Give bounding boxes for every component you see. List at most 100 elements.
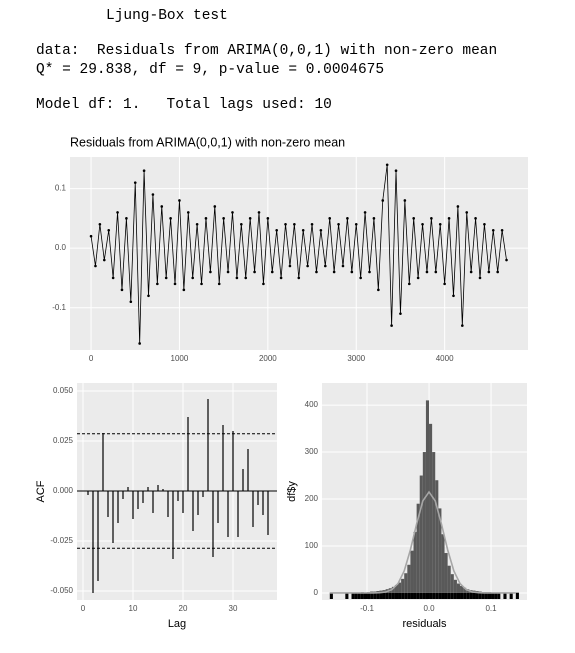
rug-mark [481,593,485,599]
series-point [279,276,283,280]
hist-bar [453,579,457,593]
y-tick-label: 0.000 [53,486,74,495]
series-point [182,288,186,292]
y-tick-label: 400 [305,400,319,409]
series-point [323,264,327,268]
series-point [160,205,164,208]
rug-mark [515,593,519,599]
x-tick-label: 0.0 [423,604,435,613]
hist-bar [401,578,405,593]
rug-mark [503,593,507,599]
series-point [178,199,181,202]
hist-bar [398,582,402,593]
rug-mark [478,593,482,599]
series-point [407,282,411,286]
series-point [293,223,296,226]
series-point [173,282,177,286]
rug-mark [432,593,436,599]
series-point [222,217,225,220]
series-point [430,217,433,220]
series-point [116,211,119,214]
rug-mark [329,593,333,599]
series-point [377,288,380,292]
rug-mark [410,593,414,599]
console-line: Ljung-Box test [106,8,228,24]
series-point [394,169,398,173]
series-point [328,217,332,220]
hist-bar [419,475,423,593]
series-point [169,217,172,220]
rug-mark [363,593,368,599]
rug-mark [447,593,451,599]
series-point [200,282,203,286]
series-point [416,276,420,280]
x-tick-label: 0 [81,604,86,613]
rug-mark [438,593,442,599]
rug-mark [370,593,374,599]
rug-mark [382,593,386,599]
x-tick-label: 4000 [436,354,454,363]
series-point [425,270,429,274]
y-axis-label: ACF [35,480,47,502]
rug-mark [376,593,380,599]
rug-mark [419,593,423,599]
series-point [240,223,243,226]
series-point [107,228,111,232]
series-point [310,223,314,226]
series-point [195,223,199,226]
series-point [421,223,424,226]
rug-mark [475,593,479,599]
series-point [346,217,349,220]
series-point [133,181,137,184]
rug-mark [509,593,513,599]
hist-bar [456,583,461,593]
series-point [142,169,146,173]
series-point [266,217,270,220]
series-point [385,163,389,167]
x-tick-label: 20 [179,604,188,613]
series-point [452,294,455,298]
series-point [244,276,248,280]
series-point [363,211,367,214]
series-point [505,258,508,262]
rug-mark [385,593,389,599]
series-point [98,223,102,226]
rug-mark [394,593,399,599]
hist-bar [432,452,436,593]
hist-bar [444,553,448,593]
rug-mark [398,593,402,599]
hist-bar [394,584,399,593]
series-point [403,199,407,202]
series-point [332,270,336,274]
rug-mark [460,593,464,599]
x-axis-label: residuals [402,618,447,630]
series-point [319,228,323,232]
rug-mark [373,593,377,599]
hist-bar [429,423,433,593]
rug-mark [469,593,473,599]
series-point [186,211,190,214]
rug-mark [354,593,358,599]
hist-bar [407,564,411,593]
series-point [438,223,442,226]
series-point [487,270,491,274]
series-point [483,223,486,226]
series-point [297,276,301,280]
rug-mark [391,593,395,599]
series-point [341,264,345,268]
series-point [248,217,252,220]
hist-bar [435,480,439,593]
series-point [491,228,495,232]
rug-mark [450,593,454,599]
series-point [209,270,212,274]
series-point [253,270,256,274]
rug-mark [441,593,445,599]
series-point [120,288,124,292]
rug-mark [357,593,361,599]
series-point [461,324,464,327]
series-point [447,217,451,220]
density-curve [329,490,516,594]
y-tick-label: 0.1 [55,184,67,193]
console-line: Q* = 29.838, df = 9, p-value = 0.0004675 [36,62,384,78]
rug-mark [367,593,371,599]
